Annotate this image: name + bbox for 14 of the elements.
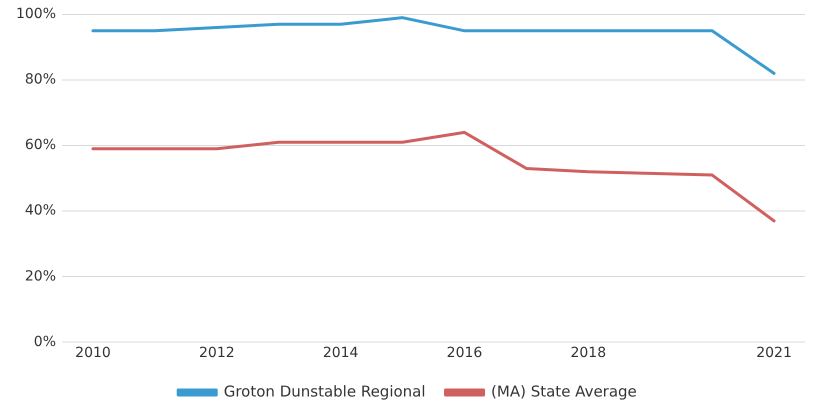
- y-tick-label: 60%: [24, 137, 56, 154]
- y-tick-label: 80%: [24, 72, 56, 88]
- x-tick-label: 2012: [198, 345, 235, 362]
- x-tick-label: 2014: [322, 345, 359, 362]
- x-tick-label: 2016: [446, 345, 482, 362]
- legend-label: (MA) State Average: [491, 382, 637, 400]
- y-tick-label: 0%: [34, 334, 56, 350]
- y-tick-label: 40%: [24, 202, 56, 219]
- x-tick-label: 2021: [756, 345, 792, 362]
- legend-label: Groton Dunstable Regional: [224, 382, 426, 400]
- y-tick-label: 100%: [16, 6, 56, 22]
- y-tick-label: 20%: [24, 268, 56, 284]
- x-tick-label: 2010: [75, 345, 111, 362]
- x-tick-label: 2018: [570, 345, 606, 362]
